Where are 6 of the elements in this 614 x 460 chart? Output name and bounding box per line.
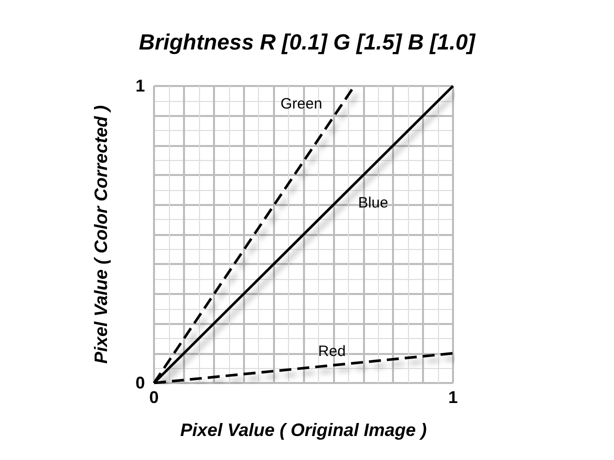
series-label: Red — [318, 342, 346, 360]
series-label: Green — [280, 95, 322, 112]
series-label: Blue — [358, 194, 388, 212]
chart-title: Brightness R [0.1] G [1.5] B [1.0] — [138, 30, 476, 54]
y-axis-title: Pixel Value ( Color Corrected ) — [91, 105, 111, 364]
x-axis-title: Pixel Value ( Original Image ) — [180, 420, 427, 440]
